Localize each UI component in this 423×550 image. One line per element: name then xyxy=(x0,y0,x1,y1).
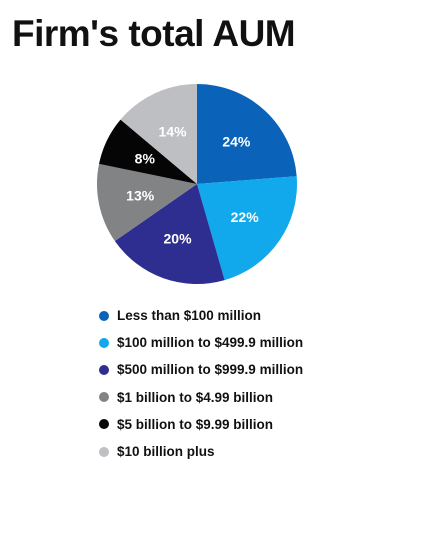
legend-item: $5 billion to $9.99 billion xyxy=(99,411,303,438)
legend: Less than $100 million $100 million to $4… xyxy=(99,302,303,465)
pie-slices xyxy=(97,84,297,284)
legend-item: $500 million to $999.9 million xyxy=(99,356,303,383)
pie-slice-6 xyxy=(120,84,197,184)
legend-item: $1 billion to $4.99 billion xyxy=(99,384,303,411)
legend-item: $10 billion plus xyxy=(99,438,303,465)
legend-label: $5 billion to $9.99 billion xyxy=(117,416,274,432)
legend-swatch xyxy=(99,446,109,457)
legend-swatch xyxy=(99,337,109,348)
slice-value-label: 22% xyxy=(231,209,260,225)
legend-label: $500 million to $999.9 million xyxy=(117,362,304,378)
slice-value-label: 20% xyxy=(164,231,193,247)
slice-value-label: 13% xyxy=(126,188,155,204)
slice-value-label: 14% xyxy=(159,123,188,139)
legend-item: $100 million to $499.9 million xyxy=(99,329,303,356)
chart-title: Firm's total AUM xyxy=(12,13,296,54)
slice-value-label: 24% xyxy=(222,133,251,149)
pie-slice-2 xyxy=(197,176,297,281)
legend-label: $100 million to $499.9 million xyxy=(117,335,304,351)
legend-swatch xyxy=(99,392,109,403)
legend-item: Less than $100 million xyxy=(99,302,303,329)
pie-slice-1 xyxy=(197,84,297,184)
pie-slice-5 xyxy=(99,119,197,184)
pie-slice-4 xyxy=(97,163,197,242)
legend-swatch xyxy=(99,419,109,430)
pie-chart: 24% 22% 20% 13% 8%14% xyxy=(97,84,297,284)
legend-label: Less than $100 million xyxy=(117,308,262,324)
legend-label: $1 billion to $4.99 billion xyxy=(117,389,274,405)
pie-slice-3 xyxy=(114,184,225,284)
slice-value-label: 8% xyxy=(135,151,156,167)
legend-swatch xyxy=(99,364,109,375)
legend-swatch xyxy=(99,310,109,321)
legend-label: $10 billion plus xyxy=(117,444,215,460)
pie-labels: 24% 22% 20% 13% 8%14% xyxy=(126,123,259,246)
